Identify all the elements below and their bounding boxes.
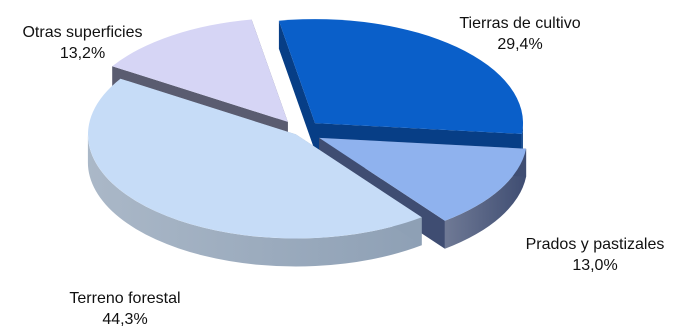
label-tierras-de-cultivo-name: Tierras de cultivo bbox=[459, 15, 581, 32]
slice-tierras-de-cultivo-side-start bbox=[278, 20, 315, 152]
slice-prados-y-pastizales-outer-wall bbox=[444, 148, 527, 249]
slice-otras-superficies-top bbox=[112, 19, 288, 122]
label-prados-y-pastizales-value: 13,0% bbox=[572, 257, 618, 274]
label-terreno-forestal: Terreno forestal 44,3% bbox=[20, 288, 230, 330]
slice-prados-y-pastizales-top bbox=[319, 137, 527, 221]
label-prados-y-pastizales-name: Prados y pastizales bbox=[525, 236, 665, 253]
label-tierras-de-cultivo-value: 29,4% bbox=[497, 36, 543, 53]
slice-tierras-de-cultivo-top bbox=[278, 19, 524, 134]
label-terreno-forestal-value: 44,3% bbox=[102, 311, 148, 328]
label-otras-superficies-value: 13,2% bbox=[59, 45, 106, 62]
label-tierras-de-cultivo: Tierras de cultivo 29,4% bbox=[415, 13, 625, 55]
slice-terreno-forestal bbox=[87, 78, 422, 267]
slice-terreno-forestal-top bbox=[88, 78, 422, 239]
slice-terreno-forestal-outer-wall bbox=[87, 134, 422, 267]
pie-slices bbox=[87, 19, 527, 267]
label-prados-y-pastizales: Prados y pastizales 13,0% bbox=[505, 234, 677, 276]
label-otras-superficies: Otras superficies 13,2% bbox=[0, 22, 165, 64]
label-terreno-forestal-name: Terreno forestal bbox=[69, 290, 181, 307]
label-otras-superficies-name: Otras superficies bbox=[22, 24, 143, 41]
